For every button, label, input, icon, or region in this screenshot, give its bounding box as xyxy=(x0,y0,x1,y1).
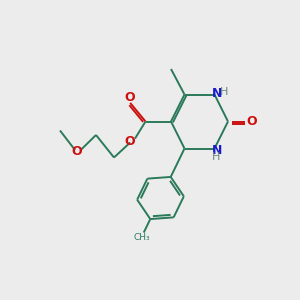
Text: N: N xyxy=(212,143,222,157)
Text: CH₃: CH₃ xyxy=(134,233,150,242)
Text: N: N xyxy=(212,86,223,100)
Text: O: O xyxy=(246,115,257,128)
Text: H: H xyxy=(212,152,220,162)
Text: H: H xyxy=(220,87,229,97)
Text: O: O xyxy=(71,145,82,158)
Text: O: O xyxy=(124,91,135,104)
Text: O: O xyxy=(124,135,135,148)
